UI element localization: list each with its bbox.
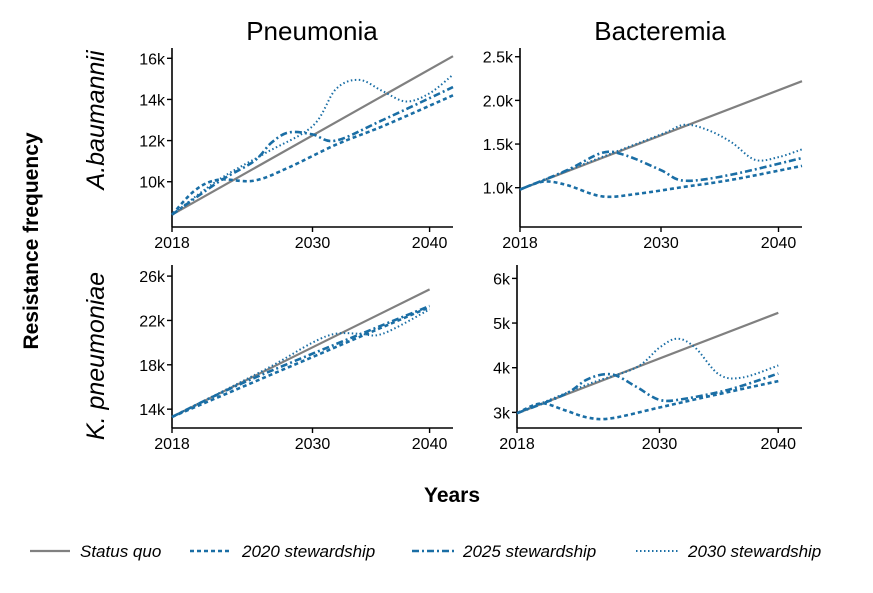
y-tick-label: 10k (139, 175, 166, 192)
panel-k-pneumoniae-bacteremia: 3k 4k 5k 6k 2018 2030 2040 (493, 265, 802, 453)
x-tick-label: 2018 (154, 436, 190, 453)
panel-a-baumannii-pneumonia: 10k 12k 14k 16k 2018 2030 2040 (139, 48, 454, 252)
panel-k-pneumoniae-pneumonia: 14k 18k 22k 26k 2018 2030 2040 (139, 265, 453, 453)
x-tick-label: 2018 (154, 235, 190, 252)
legend-label-2020: 2020 stewardship (241, 542, 375, 561)
y-tick-label: 5k (493, 316, 511, 333)
x-tick-label: 2040 (412, 235, 448, 252)
col-title-pneumonia: Pneumonia (246, 16, 378, 46)
legend-label-2030: 2030 stewardship (687, 542, 821, 561)
legend: Status quo 2020 stewardship 2025 steward… (30, 542, 821, 561)
series-line-2030-stewardship (519, 123, 803, 191)
series-line-status-quo (171, 288, 431, 418)
x-axis-title: Years (424, 484, 480, 507)
series-line-2025-stewardship (516, 372, 779, 415)
row-title-k-pneumoniae: K. pneumoniae (82, 272, 110, 440)
x-tick-label: 2018 (502, 235, 538, 252)
x-tick-label: 2040 (760, 436, 796, 453)
y-tick-label: 1.0k (483, 181, 514, 198)
y-tick-label: 22k (139, 313, 166, 330)
x-tick-label: 2040 (761, 235, 797, 252)
y-tick-label: 1.5k (483, 137, 514, 154)
row-title-a-baumannii: A.baumannii (82, 49, 110, 191)
panel-a-baumannii-bacteremia: 1.0k 1.5k 2.0k 2.5k 2018 2030 2040 (483, 48, 803, 252)
x-tick-label: 2030 (295, 235, 331, 252)
x-tick-label: 2040 (412, 436, 448, 453)
series-line-2030-stewardship (171, 73, 454, 216)
series-line-2025-stewardship (519, 150, 803, 191)
y-tick-label: 26k (139, 269, 166, 286)
series-line-2025-stewardship (171, 304, 431, 419)
x-tick-label: 2018 (499, 436, 535, 453)
y-tick-label: 2.0k (483, 93, 514, 110)
series-line-2020-stewardship (516, 379, 779, 421)
y-tick-label: 12k (139, 134, 166, 151)
series-line-2030-stewardship (171, 308, 431, 418)
x-tick-label: 2030 (643, 235, 679, 252)
series-line-2025-stewardship (171, 85, 454, 216)
x-tick-label: 2030 (295, 436, 331, 453)
series-line-2030-stewardship (516, 337, 779, 415)
col-title-bacteremia: Bacteremia (594, 16, 726, 46)
y-tick-label: 14k (139, 402, 166, 419)
series-line-2020-stewardship (171, 305, 431, 419)
y-tick-label: 3k (493, 405, 511, 422)
y-tick-label: 18k (139, 358, 166, 375)
x-tick-label: 2030 (642, 436, 678, 453)
y-tick-label: 6k (493, 271, 511, 288)
legend-label-2025: 2025 stewardship (462, 542, 596, 561)
y-axis-title: Resistance frequency (20, 132, 43, 349)
y-tick-label: 4k (493, 361, 511, 378)
y-tick-label: 14k (139, 92, 166, 109)
legend-label-status-quo: Status quo (80, 542, 161, 561)
series-line-2020-stewardship (171, 94, 454, 216)
y-tick-label: 16k (139, 51, 166, 68)
y-tick-label: 2.5k (483, 50, 514, 67)
